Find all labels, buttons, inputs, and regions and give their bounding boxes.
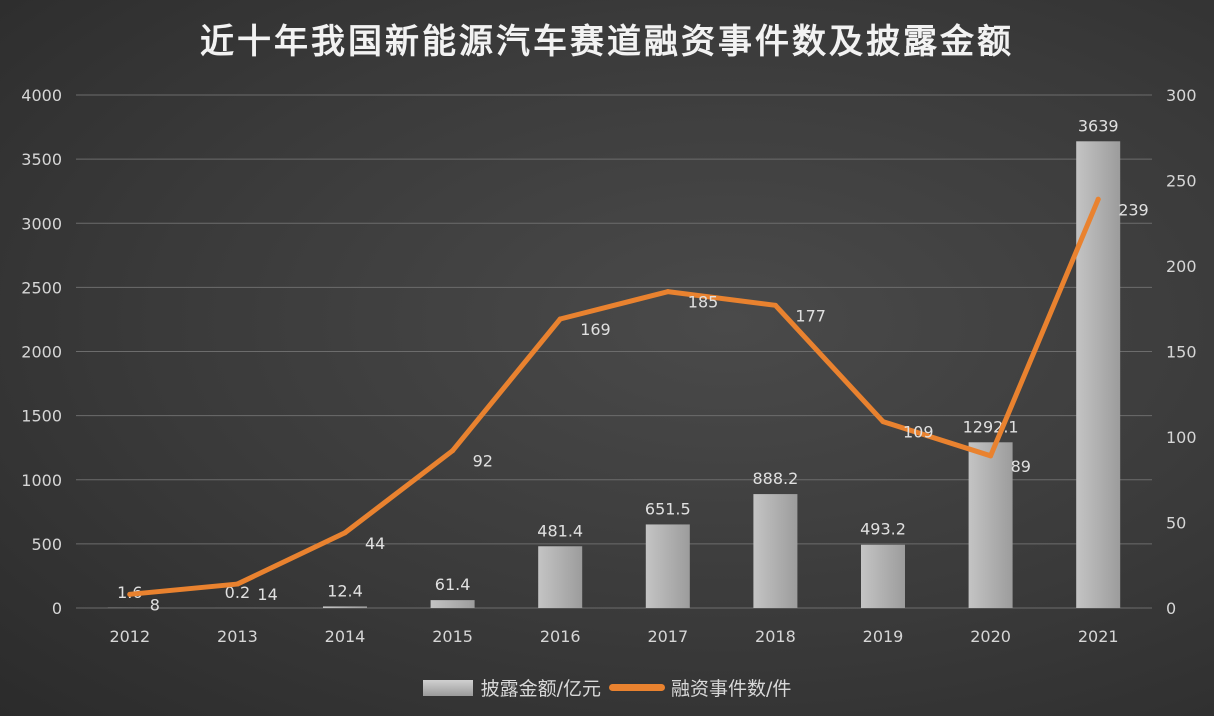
x-tick-label: 2019 (863, 627, 904, 646)
bar (430, 600, 475, 608)
chart-title: 近十年我国新能源汽车赛道融资事件数及披露金额 (200, 22, 1014, 62)
line-data-label: 14 (257, 585, 277, 604)
x-tick-label: 2015 (432, 627, 473, 646)
left-tick-label: 0 (52, 599, 62, 618)
line-data-label: 239 (1118, 200, 1149, 219)
line-point (988, 453, 994, 459)
left-tick-label: 4000 (21, 86, 62, 105)
bar-data-label: 0.2 (225, 583, 250, 602)
x-tick-label: 2013 (217, 627, 258, 646)
bar (1076, 141, 1121, 608)
right-tick-label: 300 (1166, 86, 1197, 105)
x-tick-label: 2021 (1078, 627, 1119, 646)
legend: 披露金额/亿元 融资事件数/件 (0, 674, 1214, 701)
bar-data-label: 651.5 (645, 499, 691, 518)
legend-swatch-bar (422, 679, 473, 696)
bar-data-label: 481.4 (537, 521, 583, 540)
left-tick-label: 1500 (21, 407, 62, 426)
legend-label-count: 融资事件数/件 (671, 678, 792, 700)
bar-data-label: 493.2 (860, 520, 906, 539)
line-data-label: 8 (150, 595, 160, 614)
line-data-label: 89 (1011, 457, 1031, 476)
line-point (665, 289, 671, 295)
line-point (1095, 196, 1101, 202)
line-data-label: 92 (473, 452, 493, 471)
x-tick-label: 2014 (325, 627, 366, 646)
bar (645, 524, 690, 608)
left-tick-label: 500 (31, 535, 62, 554)
left-tick-label: 2500 (21, 278, 62, 297)
bar-data-label: 1292.1 (963, 417, 1019, 436)
bar (753, 494, 798, 608)
line-point (234, 581, 240, 587)
line-point (342, 530, 348, 536)
line-point (772, 302, 778, 308)
legend-label-amount: 披露金额/亿元 (480, 678, 601, 700)
line-data-label: 44 (365, 534, 385, 553)
line-point (557, 316, 563, 322)
bar-data-label: 61.4 (435, 575, 471, 594)
x-tick-label: 2016 (540, 627, 581, 646)
right-tick-label: 200 (1166, 257, 1197, 276)
legend-swatch-line (609, 684, 665, 691)
line-point (127, 591, 133, 597)
left-tick-label: 3000 (21, 214, 62, 233)
x-tick-label: 2012 (109, 627, 150, 646)
bar-data-label: 12.4 (327, 581, 363, 600)
left-tick-label: 1000 (21, 471, 62, 490)
x-tick-label: 2020 (970, 627, 1011, 646)
bar (968, 442, 1013, 608)
left-tick-label: 2000 (21, 343, 62, 362)
line-data-label: 169 (580, 320, 611, 339)
line-point (450, 448, 456, 454)
bar (323, 606, 367, 608)
bar (861, 544, 905, 608)
right-tick-label: 250 (1166, 172, 1197, 191)
right-tick-label: 100 (1166, 428, 1197, 447)
line-data-label: 177 (795, 306, 826, 325)
bar (538, 546, 583, 608)
line-data-label: 185 (688, 293, 719, 312)
x-tick-label: 2018 (755, 627, 796, 646)
bar-data-label: 3639 (1078, 116, 1119, 135)
right-tick-label: 150 (1166, 343, 1197, 362)
line-series (127, 196, 1101, 597)
right-tick-label: 50 (1166, 514, 1186, 533)
bar-data-label: 888.2 (752, 469, 798, 488)
line-point (880, 419, 886, 425)
x-tick-label: 2017 (647, 627, 688, 646)
right-tick-label: 0 (1166, 599, 1176, 618)
line-data-label: 109 (903, 423, 934, 442)
left-tick-label: 3500 (21, 150, 62, 169)
